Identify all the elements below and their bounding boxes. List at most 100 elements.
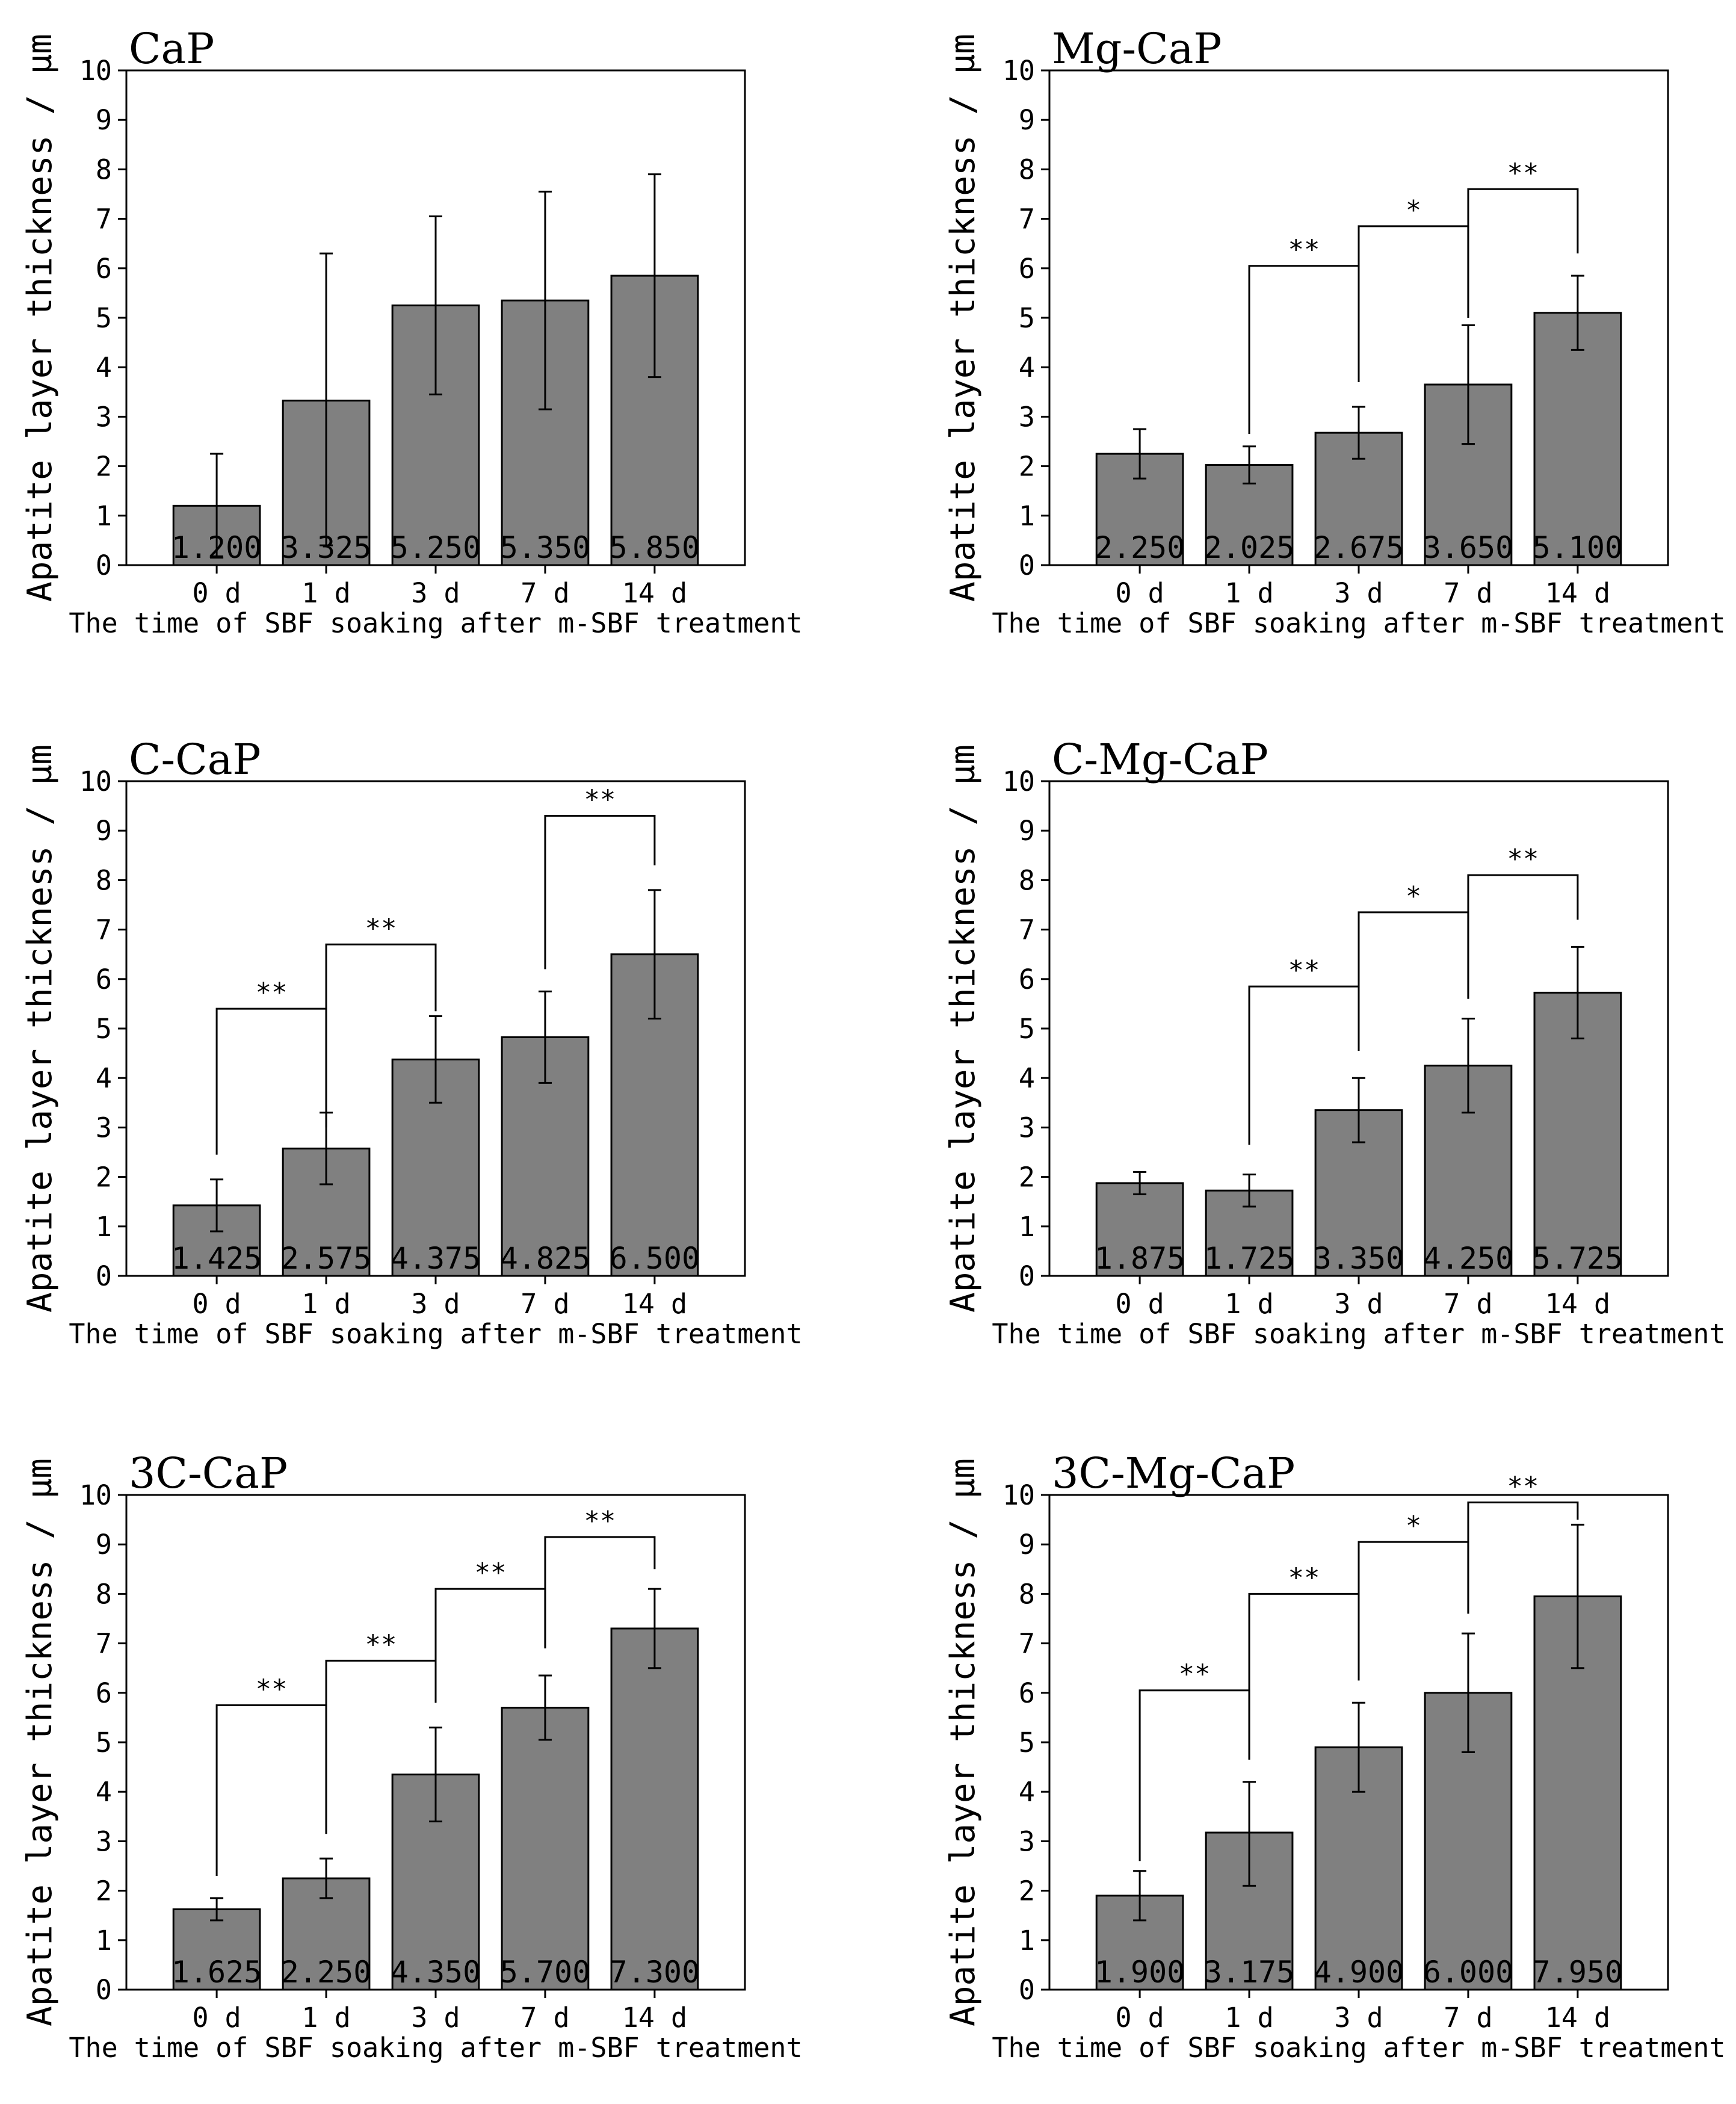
chart-title: C-Mg-CaP [1052, 735, 1268, 784]
significance-label: ** [1288, 235, 1320, 265]
y-tick-label: 4 [96, 351, 112, 383]
y-tick-label: 4 [1019, 1062, 1035, 1094]
y-tick-label: 0 [1019, 1974, 1035, 2006]
significance-bracket [325, 943, 437, 1128]
y-tick-label: 8 [1019, 1578, 1035, 1610]
significance-bracket [544, 815, 656, 970]
y-tick-label: 10 [1002, 766, 1035, 797]
y-tick-label: 5 [96, 1727, 112, 1759]
significance-label: ** [1288, 955, 1320, 986]
value-label: 2.575 [281, 1241, 372, 1276]
y-tick-label: 5 [1019, 302, 1035, 334]
x-tick-label: 14 d [622, 1288, 687, 1320]
x-tick-label: 14 d [622, 2002, 687, 2034]
y-tick-label: 3 [1019, 401, 1035, 433]
y-tick-label: 4 [96, 1062, 112, 1094]
chart-panel: 1.200 3.325 5.250 5.350 5.850 0 1 2 3 4 5 6 7 8 9 10 0 d… [20, 24, 803, 639]
y-tick-label: 8 [1019, 864, 1035, 896]
value-label: 3.325 [281, 530, 372, 565]
significance-label: * [1406, 881, 1422, 912]
x-axis-label: The time of SBF soaking after m-SBF trea… [69, 1318, 802, 1350]
y-tick-label: 0 [96, 1260, 112, 1292]
significance-label: ** [474, 1558, 506, 1588]
value-label: 1.900 [1095, 1955, 1185, 1990]
y-tick-label: 6 [96, 1677, 112, 1709]
y-tick-label: 5 [1019, 1727, 1035, 1759]
significance-label: ** [1507, 158, 1539, 188]
x-tick-label: 1 d [1225, 2002, 1273, 2034]
significance-label: ** [365, 1629, 397, 1660]
significance-label: ** [1288, 1562, 1320, 1593]
x-tick-label: 14 d [1545, 1288, 1610, 1320]
x-tick-label: 3 d [1334, 1288, 1383, 1320]
x-tick-label: 0 d [1115, 2002, 1164, 2034]
x-tick-label: 7 d [520, 1288, 569, 1320]
y-tick-label: 1 [1019, 1925, 1035, 1957]
y-tick-label: 0 [96, 1974, 112, 2006]
x-axis-label: The time of SBF soaking after m-SBF trea… [69, 607, 802, 639]
x-tick-label: 3 d [1334, 2002, 1383, 2034]
x-tick-label: 0 d [1115, 577, 1164, 609]
significance-bracket [1358, 225, 1469, 382]
significance-label: * [1406, 195, 1422, 226]
x-tick-label: 14 d [1545, 2002, 1610, 2034]
value-label: 3.650 [1423, 530, 1514, 565]
x-axis-label: The time of SBF soaking after m-SBF trea… [992, 2032, 1725, 2064]
chart-title: CaP [129, 24, 214, 73]
x-tick-label: 1 d [1225, 577, 1273, 609]
x-tick-label: 3 d [411, 1288, 460, 1320]
significance-bracket [544, 1536, 656, 1648]
value-label: 6.500 [610, 1241, 700, 1276]
y-tick-label: 8 [1019, 153, 1035, 185]
significance-bracket [215, 1704, 327, 1876]
y-tick-label: 2 [96, 1162, 112, 1193]
significance-bracket [1467, 874, 1579, 999]
y-tick-label: 8 [96, 864, 112, 896]
significance-label: ** [1179, 1659, 1211, 1690]
y-tick-label: 2 [96, 451, 112, 483]
significance-bracket [434, 1588, 546, 1703]
value-label: 1.725 [1204, 1241, 1295, 1276]
x-axis-label: The time of SBF soaking after m-SBF trea… [992, 607, 1725, 639]
x-tick-label: 0 d [1115, 1288, 1164, 1320]
value-label: 4.825 [500, 1241, 591, 1276]
chart-title: 3C-Mg-CaP [1052, 1449, 1295, 1498]
significance-label: ** [584, 785, 616, 815]
bar [1095, 1182, 1184, 1277]
x-axis-label: The time of SBF soaking after m-SBF trea… [992, 1318, 1725, 1350]
value-label: 5.100 [1533, 530, 1623, 565]
y-tick-label: 9 [1019, 104, 1035, 136]
value-label: 5.250 [391, 530, 481, 565]
y-axis-label: Apatite layer thickness / μm [944, 1458, 983, 2026]
significance-label: ** [256, 977, 288, 1008]
x-tick-label: 3 d [1334, 577, 1383, 609]
x-tick-label: 3 d [411, 577, 460, 609]
y-tick-label: 6 [1019, 253, 1035, 285]
chart-panel: 1.875 1.725 3.350 4.250 5.725*****0123456789… [944, 735, 1726, 1350]
value-label: 2.250 [281, 1955, 372, 1990]
chart-title: Mg-CaP [1052, 24, 1222, 73]
x-tick-label: 1 d [301, 1288, 350, 1320]
bar [501, 1706, 590, 1991]
x-axis-label: The time of SBF soaking after m-SBF trea… [69, 2032, 802, 2064]
y-tick-label: 9 [96, 1529, 112, 1561]
y-axis-label: Apatite layer thickness / μm [20, 1458, 60, 2026]
bar [610, 1627, 699, 1991]
y-tick-label: 10 [79, 1479, 112, 1511]
y-tick-label: 3 [96, 401, 112, 433]
y-tick-label: 5 [96, 1013, 112, 1045]
y-tick-label: 1 [96, 1925, 112, 1957]
bar [1533, 312, 1622, 566]
significance-bracket [1358, 911, 1469, 1051]
y-tick-label: 5 [1019, 1013, 1035, 1045]
y-tick-label: 4 [1019, 351, 1035, 383]
y-tick-label: 1 [1019, 1211, 1035, 1243]
value-label: 3.350 [1314, 1241, 1404, 1276]
chart-panel: 1.425 2.575 4.375 4.825 6.500 ** ** ** 0 1 2 3 4 5 6 7 8… [20, 735, 803, 1350]
x-tick-label: 7 d [520, 2002, 569, 2034]
y-tick-label: 0 [1019, 1260, 1035, 1292]
bar [172, 1908, 261, 1991]
significance-bracket [215, 1007, 327, 1155]
y-tick-label: 8 [96, 1578, 112, 1610]
